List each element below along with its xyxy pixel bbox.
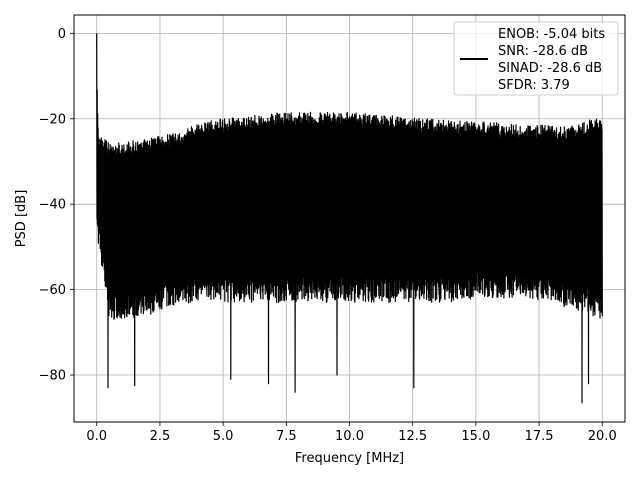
legend-box	[453, 21, 619, 96]
x-tick-label: 17.5	[525, 429, 554, 444]
x-tick-label: 12.5	[398, 429, 427, 444]
legend-entry-sinad: SINAD: -28.6 dB	[498, 61, 602, 76]
legend-entry-sfdr: SFDR: 3.79	[498, 78, 570, 93]
y-tick-label: −80	[39, 369, 66, 384]
legend-entry-enob: ENOB: -5.04 bits	[498, 27, 605, 42]
y-tick-label: 0	[58, 27, 66, 42]
series-layer	[96, 33, 603, 404]
x-axis-label: Frequency [MHz]	[295, 451, 404, 466]
y-axis-label: PSD [dB]	[14, 190, 29, 248]
legend-entry-snr: SNR: -28.6 dB	[498, 44, 588, 59]
ticks: 0.0 2.5 5.0 7.5 10.0 12.5 15.0 17.5 20.0 0 −20 −40 −…	[39, 27, 617, 444]
psd-series-line	[96, 33, 603, 404]
y-tick-label: −40	[39, 198, 66, 213]
y-tick-label: −60	[39, 283, 66, 298]
x-tick-label: 2.5	[150, 429, 171, 444]
x-tick-label: 5.0	[213, 429, 234, 444]
x-tick-label: 7.5	[276, 429, 297, 444]
y-tick-label: −20	[39, 112, 66, 127]
x-tick-label: 20.0	[588, 429, 617, 444]
x-tick-label: 15.0	[461, 429, 490, 444]
x-tick-label: 10.0	[335, 429, 364, 444]
x-tick-label: 0.0	[86, 429, 107, 444]
legend: ENOB: -5.04 bits SNR: -28.6 dB SINAD: -2…	[453, 21, 619, 96]
